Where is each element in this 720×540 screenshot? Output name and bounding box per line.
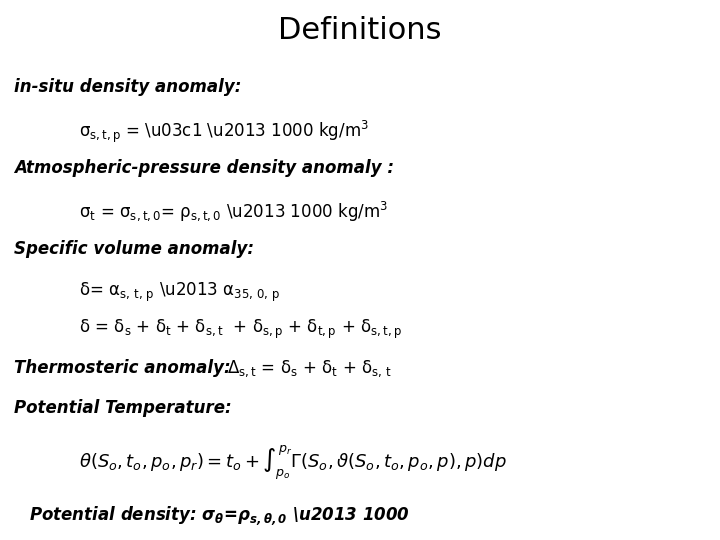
Text: $\mathregular{\delta}$= $\mathregular{\alpha_{s,\,t,\,p}}$ \u2013 $\mathregular{: $\mathregular{\delta}$= $\mathregular{\a…	[79, 281, 281, 304]
Text: in-situ density anomaly:: in-situ density anomaly:	[14, 78, 242, 96]
Text: Atmospheric-pressure density anomaly :: Atmospheric-pressure density anomaly :	[14, 159, 395, 177]
Text: Potential density: $\mathregular{\sigma_\theta}$=$\mathregular{\rho_{s,\theta,0}: Potential density: $\mathregular{\sigma_…	[29, 504, 410, 527]
Text: $\mathregular{\sigma_{s,t,p}}$ = \u03c1 \u2013 1000 kg/m$\mathregular{^3}$: $\mathregular{\sigma_{s,t,p}}$ = \u03c1 …	[79, 119, 369, 145]
Text: $\mathregular{\delta}$ = $\mathregular{\delta_s}$ + $\mathregular{\delta_t}$ + $: $\mathregular{\delta}$ = $\mathregular{\…	[79, 318, 402, 341]
Text: $\theta(S_o,t_o,p_o,p_r)=t_o+\int_{p_o}^{p_r}\Gamma(S_o,\vartheta(S_o,t_o,p_o,p): $\theta(S_o,t_o,p_o,p_r)=t_o+\int_{p_o}^…	[79, 443, 507, 482]
Text: Potential Temperature:: Potential Temperature:	[14, 399, 232, 417]
Text: Definitions: Definitions	[278, 16, 442, 45]
Text: $\mathregular{\sigma_t}$ = $\mathregular{\sigma_{s,t,0}}$= $\mathregular{\rho_{s: $\mathregular{\sigma_t}$ = $\mathregular…	[79, 200, 388, 224]
Text: Thermosteric anomaly:: Thermosteric anomaly:	[14, 359, 231, 376]
Text: Specific volume anomaly:: Specific volume anomaly:	[14, 240, 254, 258]
Text: $\mathregular{\Delta_{s,t}}$ = $\mathregular{\delta_s}$ + $\mathregular{\delta_t: $\mathregular{\Delta_{s,t}}$ = $\mathreg…	[227, 359, 392, 379]
